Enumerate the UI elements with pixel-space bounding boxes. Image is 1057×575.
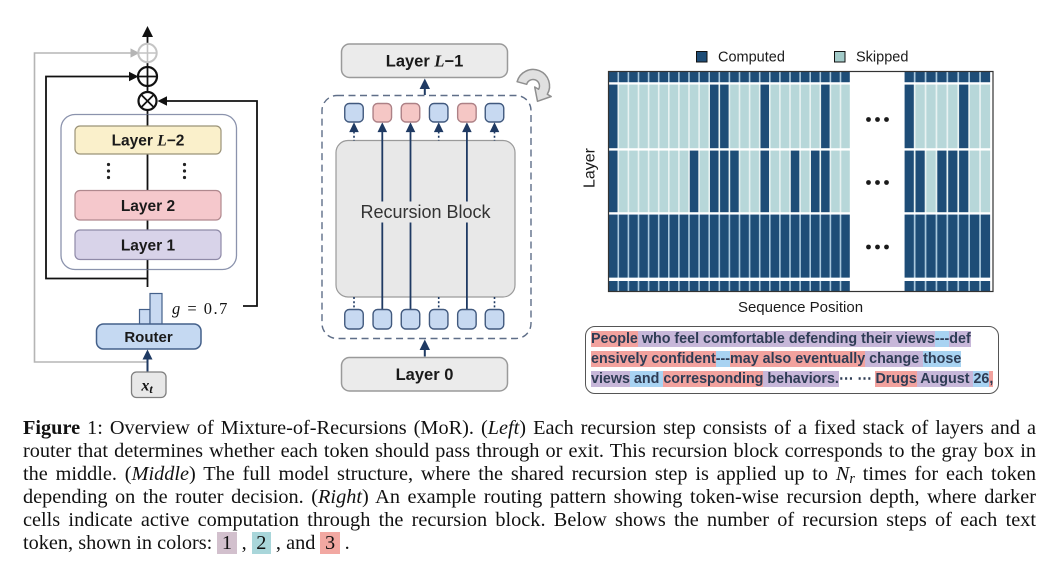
svg-text:Skipped: Skipped xyxy=(856,50,908,66)
svg-text:Layer 2: Layer 2 xyxy=(121,198,175,215)
svg-text:Layer L−2: Layer L−2 xyxy=(112,133,185,150)
svg-text:Layer: Layer xyxy=(582,147,599,188)
svg-text:Layer L−1: Layer L−1 xyxy=(386,52,464,71)
svg-text:g = 0.7: g = 0.7 xyxy=(172,299,229,318)
svg-text:Layer 1: Layer 1 xyxy=(121,237,176,254)
svg-text:xt: xt xyxy=(140,378,153,397)
svg-text:Recursion Block: Recursion Block xyxy=(360,202,491,222)
svg-text:Computed: Computed xyxy=(718,50,785,66)
svg-text:Sequence Position: Sequence Position xyxy=(738,299,863,316)
svg-text:Layer 0: Layer 0 xyxy=(396,366,454,384)
svg-text:Router: Router xyxy=(124,329,172,346)
